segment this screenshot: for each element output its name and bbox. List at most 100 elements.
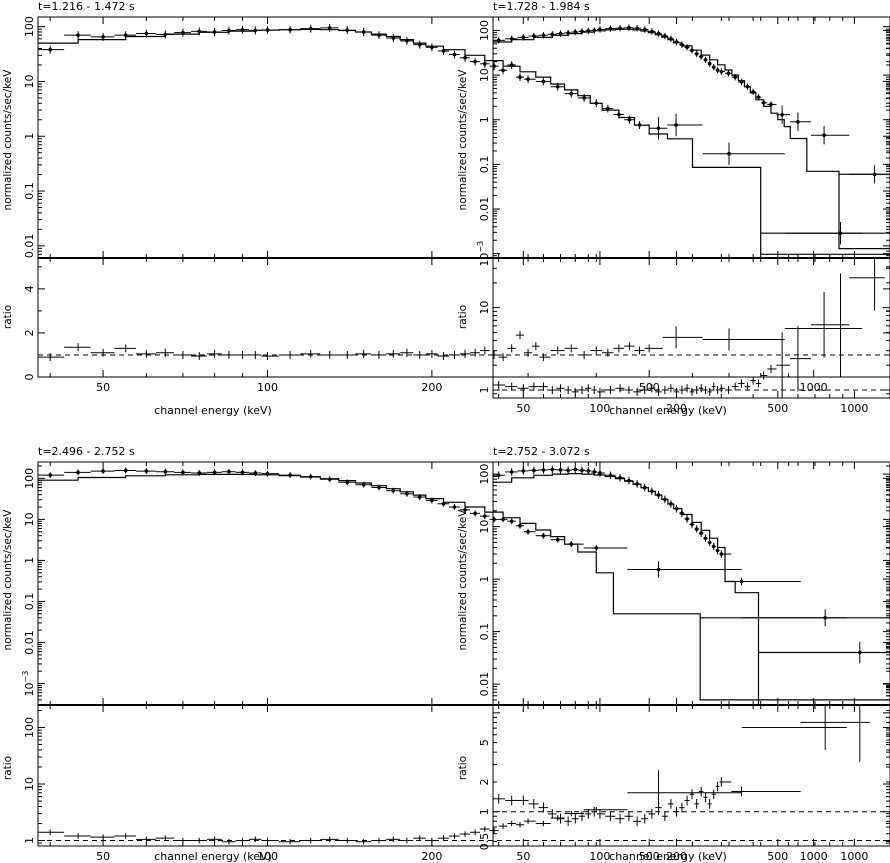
ratio-data-point	[744, 382, 751, 391]
ratio-data-point	[689, 789, 695, 800]
x-tick-label: 1000	[800, 381, 828, 394]
spectrum-data-point	[90, 468, 115, 475]
ratio-data-point	[689, 387, 695, 396]
ratio-data-point	[248, 836, 262, 843]
spectrum-data-point	[731, 73, 739, 81]
ratio-data-point	[591, 385, 598, 395]
spectrum-data-point	[155, 30, 175, 39]
spectrum-data-point	[679, 41, 685, 48]
ratio-data-point	[37, 353, 65, 362]
ratio-data-point	[547, 385, 557, 395]
spectrum-data-point	[320, 476, 339, 483]
ratio-data-point	[400, 837, 414, 844]
y-tick-label: 10	[23, 74, 36, 88]
ratio-data-point	[300, 837, 321, 844]
y-tick-label: 0.1	[23, 593, 36, 611]
ratio-data-point	[114, 344, 137, 353]
spectrum-data-point	[591, 27, 598, 34]
spectrum-data-point	[741, 609, 847, 627]
ratio-data-point	[539, 353, 551, 362]
ratio-data-point	[235, 350, 249, 359]
spectrum-data-point	[577, 94, 591, 102]
ratio-frame	[492, 257, 890, 399]
ratio-data-point	[800, 705, 870, 762]
spectrum-data-point	[767, 101, 777, 108]
ratio-data-point	[248, 350, 262, 359]
spectrum-data-point	[221, 26, 236, 35]
spectrum-data-point	[136, 468, 156, 475]
spectrum-data-point	[689, 47, 695, 54]
spectrum-data-point	[174, 469, 192, 476]
ratio-data-point	[605, 385, 616, 395]
ratio-data-point	[492, 380, 506, 390]
ratio-data-point	[479, 346, 490, 355]
spectrum-data-point	[470, 510, 480, 517]
spectrum-data-point	[800, 641, 870, 664]
y-tick-label: 0.01	[23, 234, 36, 259]
ratio-data-point	[694, 385, 699, 395]
ratio-data-point	[470, 348, 480, 357]
spectrum-data-point	[661, 495, 668, 504]
x-tick-label: 1000	[840, 402, 868, 415]
ratio-data-point	[597, 809, 606, 819]
ratio-data-point	[724, 385, 732, 395]
ratio-y-axis-label: ratio	[457, 756, 469, 780]
x-tick-label: 1000	[840, 850, 868, 863]
spectrum-data-point	[849, 165, 885, 184]
spectrum-data-point	[235, 25, 249, 34]
spectrum-data-point	[524, 75, 536, 84]
spectrum-data-point	[437, 500, 449, 507]
x-tick-label: 500	[767, 850, 788, 863]
ratio-data-point	[400, 348, 414, 357]
ratio-data-point	[37, 829, 65, 836]
ratio-data-point	[492, 793, 506, 804]
ratio-data-point	[624, 385, 634, 395]
spectrum-data-point	[492, 471, 506, 480]
ratio-data-point	[437, 835, 449, 841]
spectrum-data-point	[413, 494, 426, 500]
spectrum-data-point	[811, 126, 850, 145]
spectrum-data-point	[524, 528, 536, 535]
ratio-data-point	[338, 837, 356, 844]
spectrum-data-point	[338, 479, 356, 486]
panel-top-right: t=1.728 - 1.984 s 10−3 0.01 0.1 1 10 100 50 10…	[457, 0, 890, 417]
ratio-data-point	[564, 810, 584, 817]
ratio-data-point	[715, 781, 720, 792]
y-tick-label: 0.1	[478, 623, 491, 641]
spectrum-data-point	[547, 465, 557, 474]
ratio-data-point	[684, 384, 690, 393]
ratio-data-point	[355, 839, 372, 845]
spectrum-data-point	[564, 29, 572, 37]
ratio-data-point	[278, 839, 301, 845]
spectrum-data-point	[355, 28, 372, 36]
ratio-data-point	[585, 384, 592, 393]
y-tick-label: 10−3	[21, 671, 36, 697]
spectrum-data-point	[590, 99, 603, 108]
spectrum-data-point	[703, 534, 708, 543]
spectrum-data-point	[386, 487, 401, 494]
ratio-data-point	[661, 811, 668, 822]
ratio-data-point	[655, 802, 662, 813]
ratio-data-point	[633, 387, 641, 396]
x-tick-label: 500	[767, 402, 788, 415]
ratio-data-point	[524, 348, 532, 357]
ratio-data-point	[448, 350, 460, 359]
spectrum-data-point	[655, 491, 662, 499]
spectrum-data-point	[448, 50, 460, 59]
spectrum-data-point	[535, 532, 551, 539]
spectrum-data-point	[564, 89, 578, 98]
spectrum-data-point	[64, 469, 91, 476]
spectrum-data-point	[37, 472, 65, 479]
ratio-data-point	[235, 837, 249, 844]
ratio-data-point	[707, 799, 712, 809]
panel-title: t=2.752 - 3.072 s	[493, 445, 590, 458]
ratio-y-axis-label: ratio	[457, 305, 469, 329]
ratio-data-point	[191, 837, 207, 844]
ratio-data-point	[564, 344, 578, 353]
ratio-data-point	[648, 384, 656, 393]
ratio-data-point	[556, 384, 565, 393]
y-tick-label: 10	[478, 520, 491, 534]
ratio-data-point	[459, 831, 471, 837]
spectrum-data-point	[114, 467, 137, 474]
ratio-data-point	[624, 811, 634, 822]
